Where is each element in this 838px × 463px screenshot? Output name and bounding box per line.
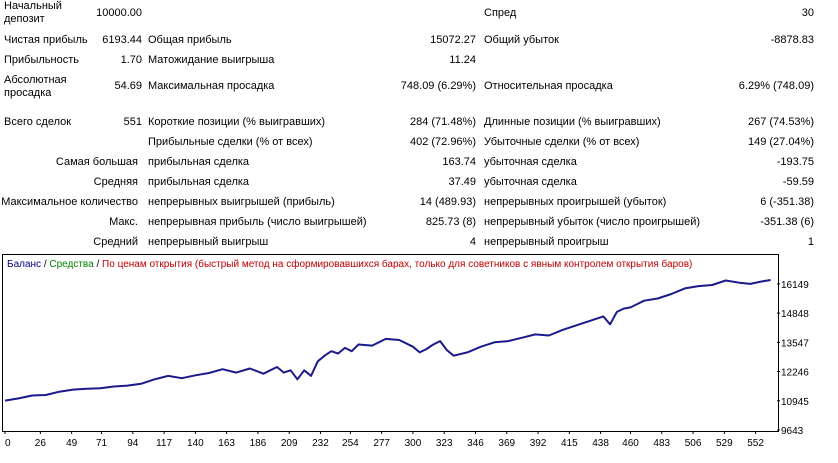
x-tick-label: 552	[747, 438, 764, 449]
y-tick-label: 9643	[781, 426, 804, 437]
x-tick-label: 26	[35, 438, 47, 449]
gross-loss-label: Общий убыток	[484, 34, 559, 46]
gross-loss-value: -8878.83	[770, 34, 814, 46]
legend-separator: /	[93, 259, 103, 270]
profit-trades-value: 402 (72.96%)	[409, 136, 476, 148]
max-consec-losses-label: непрерывных проигрышей (убыток)	[484, 196, 667, 208]
legend-balance: Баланс	[7, 259, 42, 270]
gross-profit-value: 15072.27	[430, 34, 476, 46]
max-drawdown-value: 748.09 (6.29%)	[400, 80, 476, 92]
x-tick-label: 232	[312, 438, 329, 449]
total-trades-value: 551	[123, 116, 142, 128]
y-tick-label: 16149	[781, 280, 809, 291]
short-positions-label: Короткие позиции (% выигравших)	[148, 116, 326, 128]
net-profit-label: Чистая прибыль	[4, 34, 88, 46]
x-tick-label: 186	[250, 438, 267, 449]
largest-profit-label: прибыльная сделка	[148, 156, 250, 168]
x-tick-label: 49	[66, 438, 78, 449]
average-profit-value: 37.49	[448, 176, 476, 188]
x-tick-label: 277	[373, 438, 390, 449]
y-tick-label: 13547	[781, 338, 809, 349]
x-tick-label: 506	[685, 438, 702, 449]
x-tick-label: 209	[281, 438, 298, 449]
x-tick-label: 163	[218, 438, 235, 449]
x-tick-label: 415	[561, 438, 578, 449]
long-positions-value: 267 (74.53%)	[747, 116, 814, 128]
x-tick-label: 323	[436, 438, 453, 449]
loss-trades-label: Убыточные сделки (% от всех)	[484, 136, 640, 148]
expected-payoff-value: 11.24	[449, 54, 476, 66]
x-tick-label: 392	[530, 438, 547, 449]
expected-payoff-label: Матожидание выигрыша	[148, 54, 275, 66]
largest-loss-label: убыточная сделка	[484, 156, 577, 168]
max-consec-losses-value: 6 (-351.38)	[760, 196, 814, 208]
average-loss-value: -59.59	[782, 176, 814, 188]
max-label: Макс.	[109, 216, 138, 228]
avg-consec-losses-value: 1	[807, 236, 814, 248]
gross-profit-label: Общая прибыль	[148, 34, 232, 46]
average-label: Средняя	[93, 176, 138, 188]
max-consec-wins-value: 14 (489.93)	[419, 196, 476, 208]
x-tick-label: 71	[96, 438, 108, 449]
chart-legend: Баланс / Средства / По ценам открытия (б…	[7, 259, 692, 270]
x-tick-label: 438	[592, 438, 609, 449]
x-tick-label: 140	[187, 438, 204, 449]
legend-separator: /	[41, 259, 50, 270]
avg-consec-wins-label: непрерывный выигрыш	[148, 236, 269, 248]
x-tick-label: 94	[127, 438, 139, 449]
x-tick-label: 460	[622, 438, 639, 449]
profit-factor-label: Прибыльность	[4, 54, 79, 66]
absolute-drawdown-label: Абсолютная просадка	[4, 74, 67, 99]
x-tick-label: 300	[405, 438, 422, 449]
balance-line	[4, 279, 771, 402]
initial-deposit-label: Начальный депозит	[4, 0, 62, 25]
loss-trades-value: 149 (27.04%)	[747, 136, 814, 148]
max-consec-profit-label: непрерывная прибыль (число выигрышей)	[148, 216, 367, 228]
max-count-label: Максимальное количество	[1, 196, 138, 208]
spread-value: 30	[801, 7, 814, 19]
x-tick-label: 529	[716, 438, 733, 449]
max-drawdown-label: Максимальная просадка	[148, 80, 275, 92]
legend-model: По ценам открытия (быстрый метод на сфор…	[102, 259, 693, 270]
y-tick-label: 10945	[781, 397, 809, 408]
max-consec-wins-label: непрерывных выигрышей (прибыль)	[148, 196, 335, 208]
initial-deposit-value: 10000.00	[96, 7, 142, 19]
y-tick-label: 14848	[781, 309, 809, 320]
max-consec-loss-label: непрерывный убыток (число проигрышей)	[484, 216, 701, 228]
balance-chart: Баланс / Средства / По ценам открытия (б…	[2, 254, 779, 432]
avg-consec-wins-value: 4	[469, 236, 476, 248]
absolute-drawdown-value: 54.69	[114, 80, 142, 92]
avg-label: Средний	[93, 236, 138, 248]
y-tick-label: 12246	[781, 368, 809, 379]
long-positions-label: Длинные позиции (% выигравших)	[484, 116, 661, 128]
largest-loss-value: -193.75	[776, 156, 814, 168]
avg-consec-losses-label: непрерывный проигрыш	[484, 236, 609, 248]
net-profit-value: 6193.44	[102, 34, 142, 46]
average-loss-label: убыточная сделка	[484, 176, 577, 188]
x-tick-label: 369	[498, 438, 515, 449]
report-statistics: Начальный депозит 10000.00 Спред 30 Чист…	[1, 0, 814, 248]
legend-equity: Средства	[49, 259, 94, 270]
average-profit-label: прибыльная сделка	[148, 176, 250, 188]
x-tick-label: 117	[156, 438, 172, 449]
short-positions-value: 284 (71.48%)	[409, 116, 476, 128]
max-consec-profit-value: 825.73 (8)	[425, 216, 476, 228]
x-tick-label: 254	[342, 438, 359, 449]
x-tick-label: 0	[5, 438, 11, 449]
max-consec-loss-value: -351.38 (6)	[760, 216, 814, 228]
x-tick-label: 346	[467, 438, 484, 449]
relative-drawdown-value: 6.29% (748.09)	[738, 80, 814, 92]
largest-label: Самая большая	[55, 156, 138, 168]
total-trades-label: Всего сделок	[4, 116, 72, 128]
profit-trades-label: Прибыльные сделки (% от всех)	[148, 136, 313, 148]
profit-factor-value: 1.70	[120, 54, 142, 66]
x-tick-label: 483	[653, 438, 670, 449]
relative-drawdown-label: Относительная просадка	[484, 80, 613, 92]
spread-label: Спред	[484, 7, 517, 19]
largest-profit-value: 163.74	[442, 156, 476, 168]
